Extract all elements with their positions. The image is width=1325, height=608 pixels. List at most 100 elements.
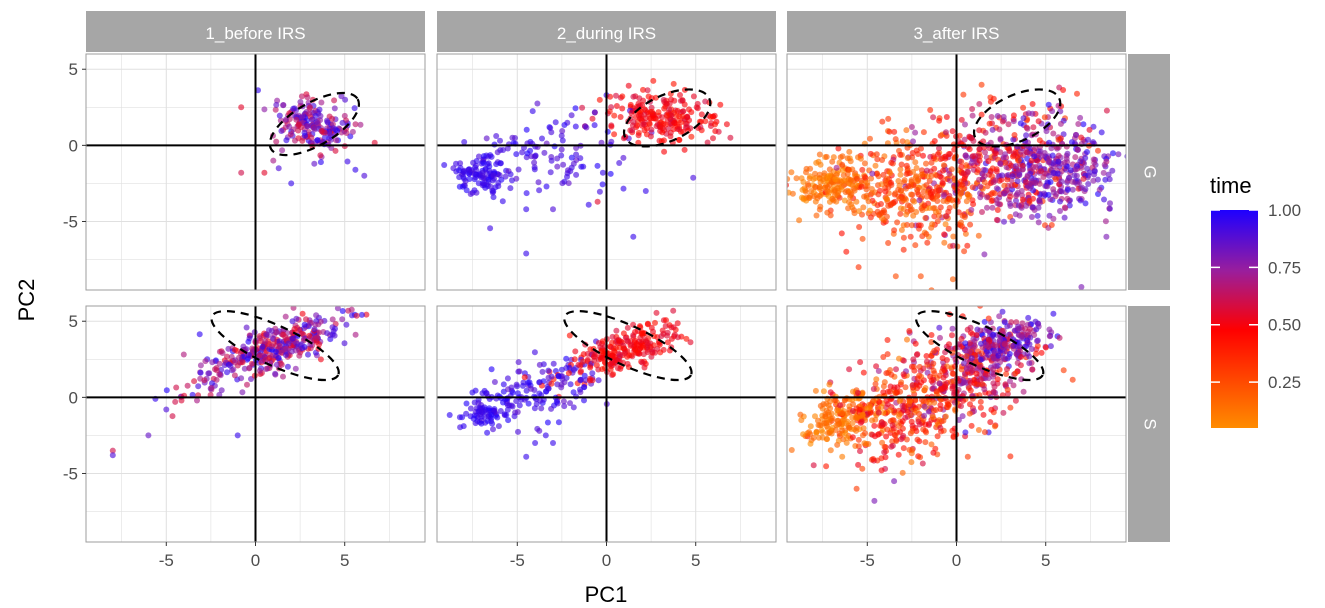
data-point <box>577 369 584 376</box>
data-point <box>578 163 585 170</box>
data-point <box>541 149 548 156</box>
data-point <box>857 359 864 366</box>
data-point <box>1084 165 1091 172</box>
data-point <box>885 240 892 246</box>
data-point <box>1050 215 1057 222</box>
data-point <box>884 175 890 182</box>
data-point <box>625 82 632 89</box>
data-point <box>282 313 289 320</box>
data-point <box>311 125 318 132</box>
data-point <box>873 395 880 402</box>
data-point <box>1024 155 1031 162</box>
data-point <box>941 231 948 238</box>
data-point <box>933 172 940 179</box>
row-strip <box>1128 54 1170 290</box>
data-point <box>922 421 929 428</box>
data-point <box>613 92 619 99</box>
data-point <box>980 411 987 418</box>
data-point <box>820 388 827 395</box>
data-point <box>608 123 615 130</box>
data-point <box>611 112 618 119</box>
data-point <box>930 360 937 367</box>
data-point <box>513 398 520 405</box>
data-point <box>490 194 497 201</box>
data-point <box>1074 181 1081 188</box>
data-point <box>891 128 898 135</box>
color-legend: time 1.00 0.75 0.50 0.25 <box>1210 173 1301 428</box>
data-point <box>958 163 965 170</box>
data-point <box>301 321 308 328</box>
x-tick-label: -5 <box>510 551 525 570</box>
data-point <box>1107 200 1113 207</box>
data-point <box>661 148 668 155</box>
data-point <box>1003 371 1010 377</box>
data-point <box>536 361 543 368</box>
data-point <box>239 359 246 366</box>
data-point <box>825 409 832 416</box>
data-point <box>582 123 589 130</box>
data-point <box>835 145 842 152</box>
data-point <box>880 389 887 396</box>
data-point <box>1080 175 1087 182</box>
data-point <box>949 370 956 377</box>
data-point <box>276 112 283 119</box>
data-point <box>793 175 800 182</box>
data-point <box>1027 180 1034 187</box>
data-point <box>535 179 542 186</box>
data-point <box>826 381 833 388</box>
data-point <box>339 119 346 126</box>
x-tick-label: 0 <box>952 551 961 570</box>
data-point <box>519 382 526 389</box>
data-point <box>930 114 937 121</box>
data-point <box>1028 346 1035 352</box>
data-point <box>833 422 840 429</box>
data-point <box>197 362 204 369</box>
data-point <box>536 427 543 434</box>
data-point <box>1029 110 1036 117</box>
data-point <box>607 366 614 373</box>
data-point <box>1013 191 1020 198</box>
data-point <box>935 187 942 194</box>
data-point <box>1050 310 1057 317</box>
data-point <box>558 146 565 153</box>
data-point <box>329 115 336 122</box>
data-point <box>942 413 949 420</box>
data-point <box>1058 188 1065 195</box>
data-point <box>922 439 929 446</box>
data-point <box>879 439 886 446</box>
data-point <box>1010 382 1017 389</box>
data-point <box>885 184 892 191</box>
data-point <box>923 358 930 365</box>
data-point <box>666 106 673 113</box>
data-point <box>830 154 837 161</box>
data-point <box>900 371 907 378</box>
data-point <box>1046 139 1053 146</box>
data-point <box>1025 314 1032 321</box>
data-point <box>911 198 918 205</box>
data-point <box>513 381 520 388</box>
data-point <box>821 170 828 177</box>
data-point <box>964 242 971 249</box>
data-point <box>807 173 814 180</box>
data-point <box>582 377 589 384</box>
data-point <box>958 219 964 226</box>
data-point <box>903 162 910 169</box>
data-point <box>827 447 834 454</box>
data-point <box>928 287 935 290</box>
data-point <box>341 340 348 347</box>
data-point <box>1017 353 1024 360</box>
data-point <box>313 312 320 319</box>
data-point <box>712 121 718 128</box>
data-point <box>1109 167 1116 174</box>
data-point <box>352 331 359 338</box>
data-point <box>554 163 561 170</box>
data-point <box>1008 182 1015 189</box>
data-point <box>888 371 895 378</box>
data-point <box>662 121 669 128</box>
data-point <box>594 198 601 205</box>
x-tick-label: 5 <box>340 551 349 570</box>
data-point <box>545 374 552 381</box>
data-point <box>891 227 898 234</box>
data-point <box>487 225 494 232</box>
data-point <box>1060 87 1067 93</box>
